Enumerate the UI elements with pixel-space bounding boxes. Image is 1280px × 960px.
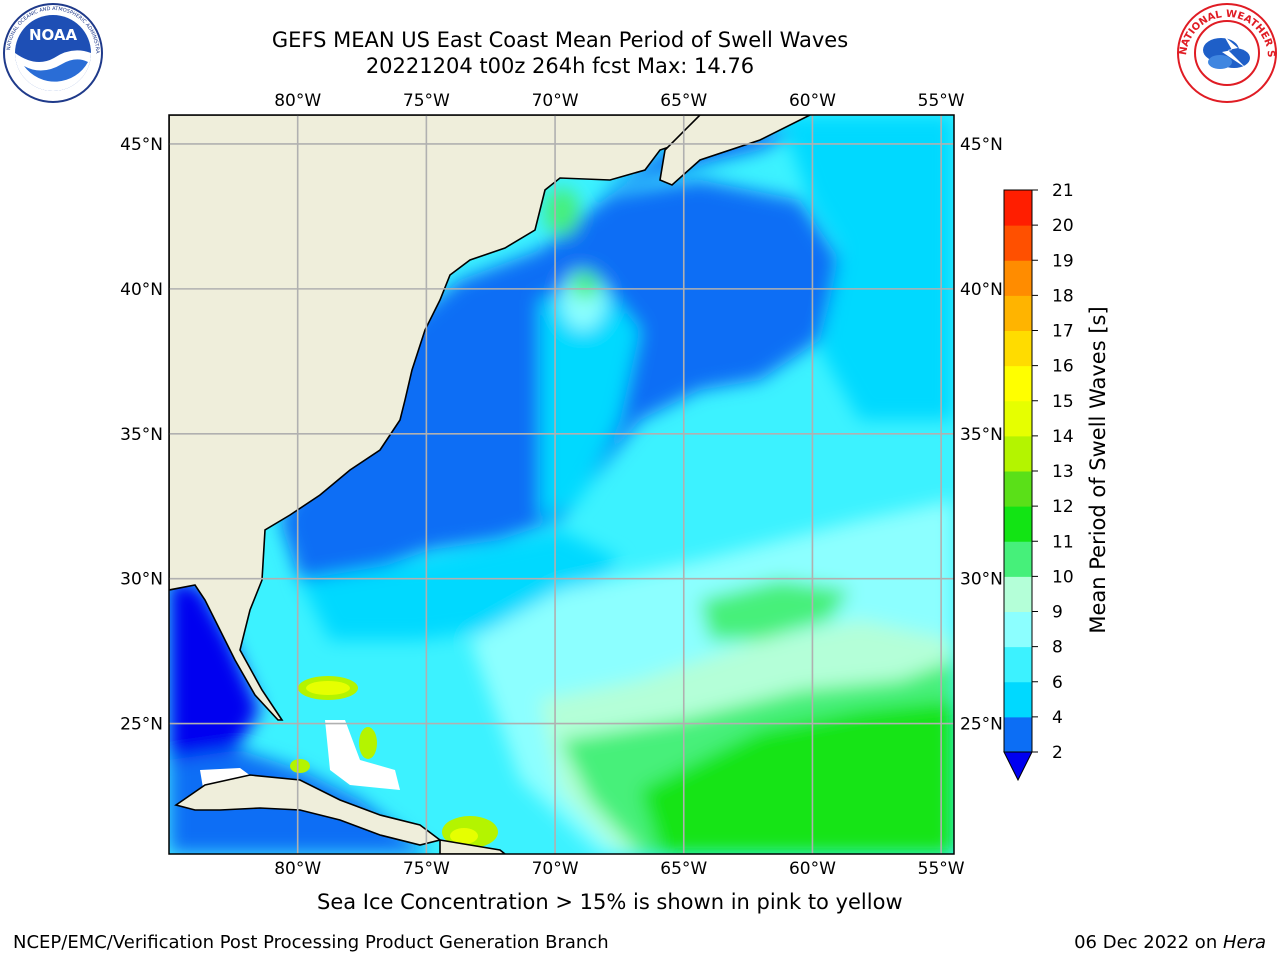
- colorbar-tick-label: 4: [1052, 708, 1063, 728]
- colorbar-segment: [1004, 365, 1032, 402]
- colorbar-label: Mean Period of Swell Waves [s]: [1086, 306, 1110, 634]
- colorbar-tick-label: 8: [1052, 638, 1063, 658]
- colorbar-tick-label: 6: [1052, 673, 1063, 693]
- colorbar-segment: [1004, 400, 1032, 437]
- colorbar-tick-label: 19: [1052, 251, 1074, 271]
- gridlines: [169, 115, 954, 854]
- nws-logo: NATIONAL WEATHER SERVICE: [1176, 2, 1277, 103]
- colorbar-tick-label: 2: [1052, 743, 1063, 763]
- lon-label-top: 70°W: [532, 91, 579, 111]
- colorbar-segment: [1004, 190, 1032, 226]
- map-title: GEFS MEAN US East Coast Mean Period of S…: [271, 28, 849, 52]
- colorbar-segment: [1004, 471, 1032, 507]
- lon-label-top: 60°W: [789, 91, 836, 111]
- lon-label-bottom: 80°W: [274, 859, 321, 879]
- colorbar-tick-label: 17: [1052, 322, 1074, 342]
- lon-label-bottom: 55°W: [918, 859, 965, 879]
- colorbar-tick-label: 20: [1052, 216, 1074, 236]
- colorbar-tick-label: 9: [1052, 603, 1063, 623]
- colorbar-tick-label: 21: [1052, 181, 1074, 201]
- colorbar: 2 4 6 8 9 10 11 12 13 14 15 16 17 18 19 20 21: [1003, 181, 1074, 782]
- noaa-logo: NOAA NATIONAL OCEANIC AND ATMOSPHERIC AD…: [2, 2, 103, 103]
- colorbar-tick-label: 13: [1052, 462, 1074, 482]
- colorbar-extend-triangle: [1003, 751, 1033, 782]
- lon-label-top: 75°W: [403, 91, 450, 111]
- colorbar-tick-label: 14: [1052, 427, 1074, 447]
- lon-label-bottom: 60°W: [789, 859, 836, 879]
- colorbar-tick-label: 18: [1052, 286, 1074, 306]
- colorbar-segment: [1004, 541, 1032, 577]
- colorbar-segment: [1004, 681, 1032, 718]
- colorbar-segment: [1004, 435, 1032, 472]
- us-east-coast-land: [169, 115, 701, 721]
- colorbar-tick-label: 16: [1052, 357, 1074, 377]
- map-frame: [168, 114, 955, 855]
- colorbar-segment: [1004, 576, 1032, 612]
- lat-label-right: 30°N: [960, 570, 1003, 590]
- lon-label-bottom: 65°W: [660, 859, 707, 879]
- map-area: [169, 115, 954, 854]
- lat-label-right: 35°N: [960, 425, 1003, 445]
- lat-label-right: 25°N: [960, 715, 1003, 735]
- lat-label-left: 25°N: [120, 715, 163, 735]
- lon-label-top: 55°W: [918, 91, 965, 111]
- colorbar-tick-label: 12: [1052, 497, 1074, 517]
- axis-tick-labels: 80°W 80°W 75°W 75°W 70°W 70°W 65°W 65°W 60°W 60°W…: [120, 91, 1003, 879]
- lat-label-left: 45°N: [120, 135, 163, 155]
- colorbar-segment: [1004, 506, 1032, 542]
- hispaniola-land: [439, 839, 507, 854]
- lon-label-bottom: 75°W: [403, 859, 450, 879]
- nova-scotia-land: [659, 115, 811, 186]
- footer-credit: NCEP/EMC/Verification Post Processing Pr…: [13, 932, 609, 953]
- cuba-land: [174, 774, 442, 846]
- sea-ice-caption: Sea Ice Concentration > 15% is shown in …: [317, 890, 903, 914]
- colorbar-tick-label: 15: [1052, 392, 1074, 412]
- colorbar-segment: [1004, 260, 1032, 296]
- colorbar-segment: [1004, 225, 1032, 261]
- lon-label-top: 80°W: [274, 91, 321, 111]
- footer-date: 06 Dec 2022 on Hera: [1074, 932, 1266, 953]
- colorbar-tick-label: 11: [1052, 532, 1074, 552]
- lat-label-right: 45°N: [960, 135, 1003, 155]
- colorbar-segment: [1004, 295, 1032, 331]
- colorbar-segment: [1004, 646, 1032, 683]
- lat-label-left: 35°N: [120, 425, 163, 445]
- colorbar-segment: [1004, 716, 1032, 753]
- footer-host: Hera: [1222, 932, 1266, 953]
- lon-label-bottom: 70°W: [532, 859, 579, 879]
- noaa-logo-text: NOAA: [29, 26, 78, 44]
- colorbar-segment: [1004, 330, 1032, 367]
- lon-label-top: 65°W: [660, 91, 707, 111]
- colorbar-segment: [1004, 611, 1032, 648]
- lat-label-left: 40°N: [120, 280, 163, 300]
- lat-label-right: 40°N: [960, 280, 1003, 300]
- land-masses: [169, 115, 811, 854]
- lat-label-left: 30°N: [120, 570, 163, 590]
- footer-date-text: 06 Dec 2022 on: [1074, 932, 1223, 953]
- map-subtitle: 20221204 t00z 264h fcst Max: 14.76: [365, 54, 755, 78]
- colorbar-tick-label: 10: [1052, 567, 1074, 587]
